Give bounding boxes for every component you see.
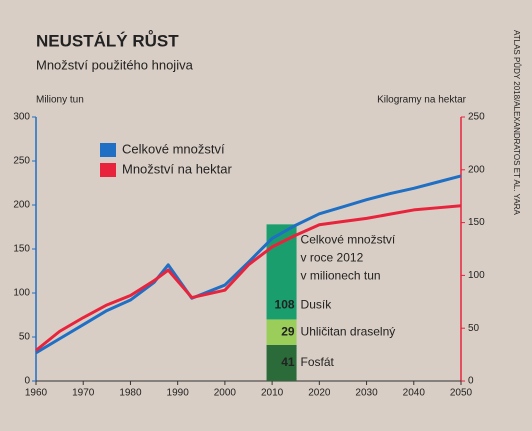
inset-legend-label: Fosfát xyxy=(301,355,335,369)
chart-title: NEUSTÁLÝ RŮST xyxy=(36,30,179,50)
y2-tick-label: 250 xyxy=(468,112,485,123)
x-tick-label: 1980 xyxy=(119,388,142,399)
y2-tick-label: 50 xyxy=(468,323,480,334)
inset-title: v roce 2012 xyxy=(301,251,364,265)
inset-value-label: 41 xyxy=(281,355,295,369)
x-tick-label: 2000 xyxy=(214,388,237,399)
x-tick-label: 1990 xyxy=(167,388,190,399)
y-tick-label: 50 xyxy=(19,332,31,343)
x-tick-label: 2050 xyxy=(450,388,473,399)
x-tick-label: 2030 xyxy=(355,388,378,399)
inset-bar xyxy=(266,319,297,345)
y-tick-label: 200 xyxy=(13,200,30,211)
legend-label: Množství na hektar xyxy=(122,161,232,176)
x-tick-label: 2020 xyxy=(308,388,331,399)
legend-swatch xyxy=(100,143,116,157)
series-line xyxy=(35,204,462,352)
x-tick-label: 2040 xyxy=(403,388,426,399)
y2-axis-label: Kilogramy na hektar xyxy=(377,95,467,106)
legend-swatch xyxy=(100,163,116,177)
inset-legend-label: Uhličitan draselný xyxy=(301,324,396,338)
y2-tick-label: 100 xyxy=(468,270,485,281)
inset-title: Celkové množství xyxy=(301,233,396,247)
y2-tick-label: 0 xyxy=(468,376,474,387)
inset-legend-label: Dusík xyxy=(301,298,333,312)
legend-label: Celkové množství xyxy=(122,141,225,156)
y-tick-label: 300 xyxy=(13,112,30,123)
chart-subtitle: Množství použitého hnojiva xyxy=(36,57,194,72)
y-tick-label: 150 xyxy=(13,244,30,255)
y-tick-label: 250 xyxy=(13,156,30,167)
source: ATLAS PŮDY 2018/ALEXANDRATOS ET AL. YARA xyxy=(512,30,521,215)
inset-value-label: 29 xyxy=(281,324,295,338)
y-tick-label: 0 xyxy=(24,376,30,387)
y2-tick-label: 200 xyxy=(468,164,485,175)
x-tick-label: 2010 xyxy=(261,388,284,399)
inset-value-label: 108 xyxy=(275,298,295,312)
x-tick-label: 1970 xyxy=(72,388,95,399)
y2-tick-label: 150 xyxy=(468,217,485,228)
series-line xyxy=(35,174,462,355)
x-tick-label: 1960 xyxy=(25,388,48,399)
inset-title: v milionech tun xyxy=(301,269,381,283)
y-tick-label: 100 xyxy=(13,288,30,299)
y-axis-label: Miliony tun xyxy=(36,95,84,106)
inset-bar xyxy=(266,344,297,381)
